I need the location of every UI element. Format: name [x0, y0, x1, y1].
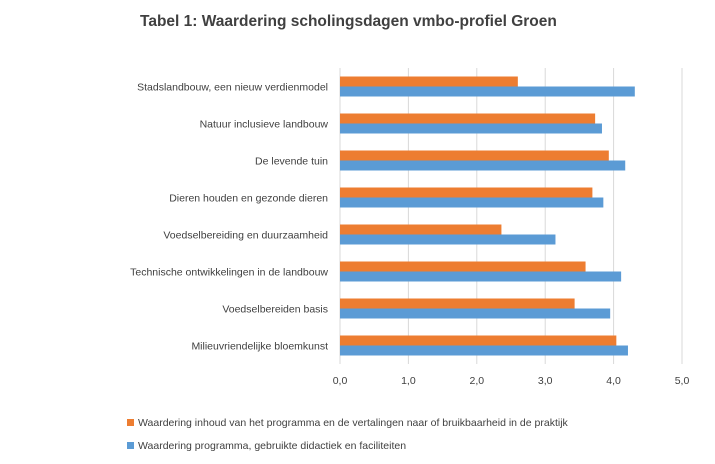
- bar-series1-1: [340, 113, 596, 124]
- x-axis-tick-labels: 0,0 1,0 2,0 3,0 4,0 5,0: [333, 375, 690, 387]
- legend-label-2: Waardering programma, gebruikte didactie…: [138, 440, 406, 452]
- bar-series1-7: [340, 335, 617, 346]
- category-label: Natuur inclusieve landbouw: [200, 119, 329, 131]
- legend-swatch-2: [127, 442, 134, 449]
- bar-series1-6: [340, 298, 575, 309]
- bar-series2-1: [340, 123, 602, 134]
- category-label: Stadslandbouw, een nieuw verdienmodel: [137, 82, 328, 94]
- x-tick-label: 4,0: [606, 375, 621, 387]
- bar-series2-0: [340, 86, 635, 97]
- gridlines: [339, 68, 683, 364]
- x-tick-label: 3,0: [538, 375, 553, 387]
- bar-series2-7: [340, 345, 628, 356]
- category-label: Technische ontwikkelingen in de landbouw: [130, 267, 328, 279]
- bar-series2-3: [340, 197, 604, 208]
- x-tick-label: 2,0: [469, 375, 484, 387]
- bar-series2-6: [340, 308, 611, 319]
- bar-series2-5: [340, 271, 622, 282]
- bars: [340, 76, 635, 356]
- legend: Waardering inhoud van het programma en d…: [127, 417, 569, 452]
- x-tick-label: 1,0: [401, 375, 416, 387]
- category-labels: Stadslandbouw, een nieuw verdienmodel Nat…: [130, 82, 328, 353]
- x-tick-label: 5,0: [675, 375, 690, 387]
- bar-series1-0: [340, 76, 518, 87]
- category-label: Dieren houden en gezonde dieren: [169, 193, 328, 205]
- category-label: Milieuvriendelijke bloemkunst: [191, 341, 328, 353]
- category-label: De levende tuin: [255, 156, 328, 168]
- bar-series2-2: [340, 160, 626, 171]
- bar-series1-5: [340, 261, 586, 272]
- legend-label-1: Waardering inhoud van het programma en d…: [138, 417, 569, 429]
- bar-series1-4: [340, 224, 502, 235]
- legend-swatch-1: [127, 419, 134, 426]
- bar-series2-4: [340, 234, 556, 245]
- category-label: Voedselbereiden basis: [222, 304, 328, 316]
- chart-title: Tabel 1: Waardering scholingsdagen vmbo-…: [140, 13, 557, 30]
- bar-series1-2: [340, 150, 609, 161]
- bar-series1-3: [340, 187, 593, 198]
- category-label: Voedselbereiding en duurzaamheid: [163, 230, 328, 242]
- x-tick-label: 0,0: [333, 375, 348, 387]
